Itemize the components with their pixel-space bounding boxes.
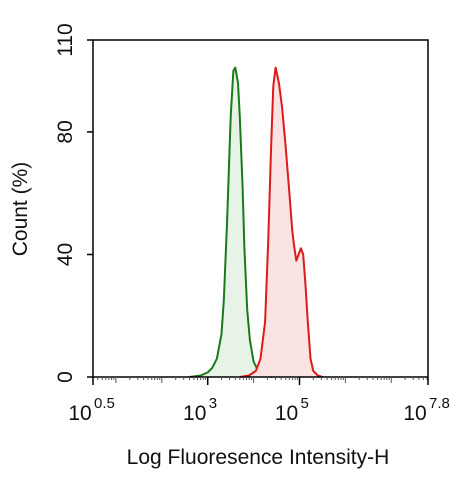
x-tick-label: 10 (403, 402, 426, 425)
x-tick-label: 10 (183, 402, 206, 425)
x-tick-label: 10 (275, 402, 298, 425)
x-minor-ticks (97, 377, 428, 383)
x-axis-title: Log Fluoresence Intensity-H (127, 446, 390, 469)
x-tick-exponent: 7.8 (429, 395, 450, 412)
series-1-area (189, 67, 272, 377)
y-tick-label: 40 (54, 243, 77, 266)
x-tick-exponent: 5 (301, 395, 309, 412)
y-tick-label: 80 (54, 120, 77, 143)
series-2-line (239, 66, 323, 378)
x-tick-exponent: 3 (209, 395, 217, 412)
x-axis-ticks: 10 0.5 10 3 10 5 10 7.8 (68, 377, 450, 425)
y-tick-label: 110 (54, 23, 77, 56)
x-tick-label: 10 (68, 402, 91, 425)
series-2-area (239, 67, 323, 377)
y-axis-ticks: 0 40 80 110 (54, 23, 93, 383)
y-tick-label: 0 (54, 371, 77, 383)
x-tick-exponent: 0.5 (94, 395, 115, 412)
series-1-line (189, 66, 273, 378)
y-axis-title: Count (%) (9, 162, 32, 257)
series-layer (189, 66, 323, 378)
plot-frame (92, 39, 429, 378)
